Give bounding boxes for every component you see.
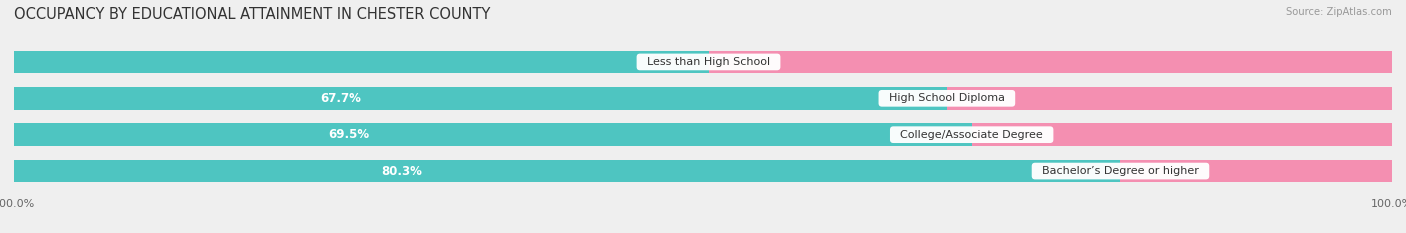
Text: 67.7%: 67.7% [321, 92, 361, 105]
Text: High School Diploma: High School Diploma [882, 93, 1012, 103]
Bar [972, 123, 1392, 146]
Text: OCCUPANCY BY EDUCATIONAL ATTAINMENT IN CHESTER COUNTY: OCCUPANCY BY EDUCATIONAL ATTAINMENT IN C… [14, 7, 491, 22]
Bar [14, 123, 1392, 146]
Text: Bachelor’s Degree or higher: Bachelor’s Degree or higher [1035, 166, 1206, 176]
Bar [709, 51, 1392, 73]
Text: College/Associate Degree: College/Associate Degree [893, 130, 1050, 140]
Text: 69.5%: 69.5% [329, 128, 370, 141]
Bar [14, 51, 1392, 73]
Bar [14, 160, 1121, 182]
Bar [1121, 160, 1392, 182]
Bar [14, 87, 1392, 110]
Text: Source: ZipAtlas.com: Source: ZipAtlas.com [1286, 7, 1392, 17]
Bar [14, 51, 709, 73]
Bar [946, 87, 1392, 110]
Bar [14, 123, 972, 146]
Text: 50.4%: 50.4% [651, 55, 688, 69]
Bar [14, 87, 946, 110]
Text: 80.3%: 80.3% [381, 164, 422, 178]
Text: Less than High School: Less than High School [640, 57, 778, 67]
Bar [14, 160, 1392, 182]
